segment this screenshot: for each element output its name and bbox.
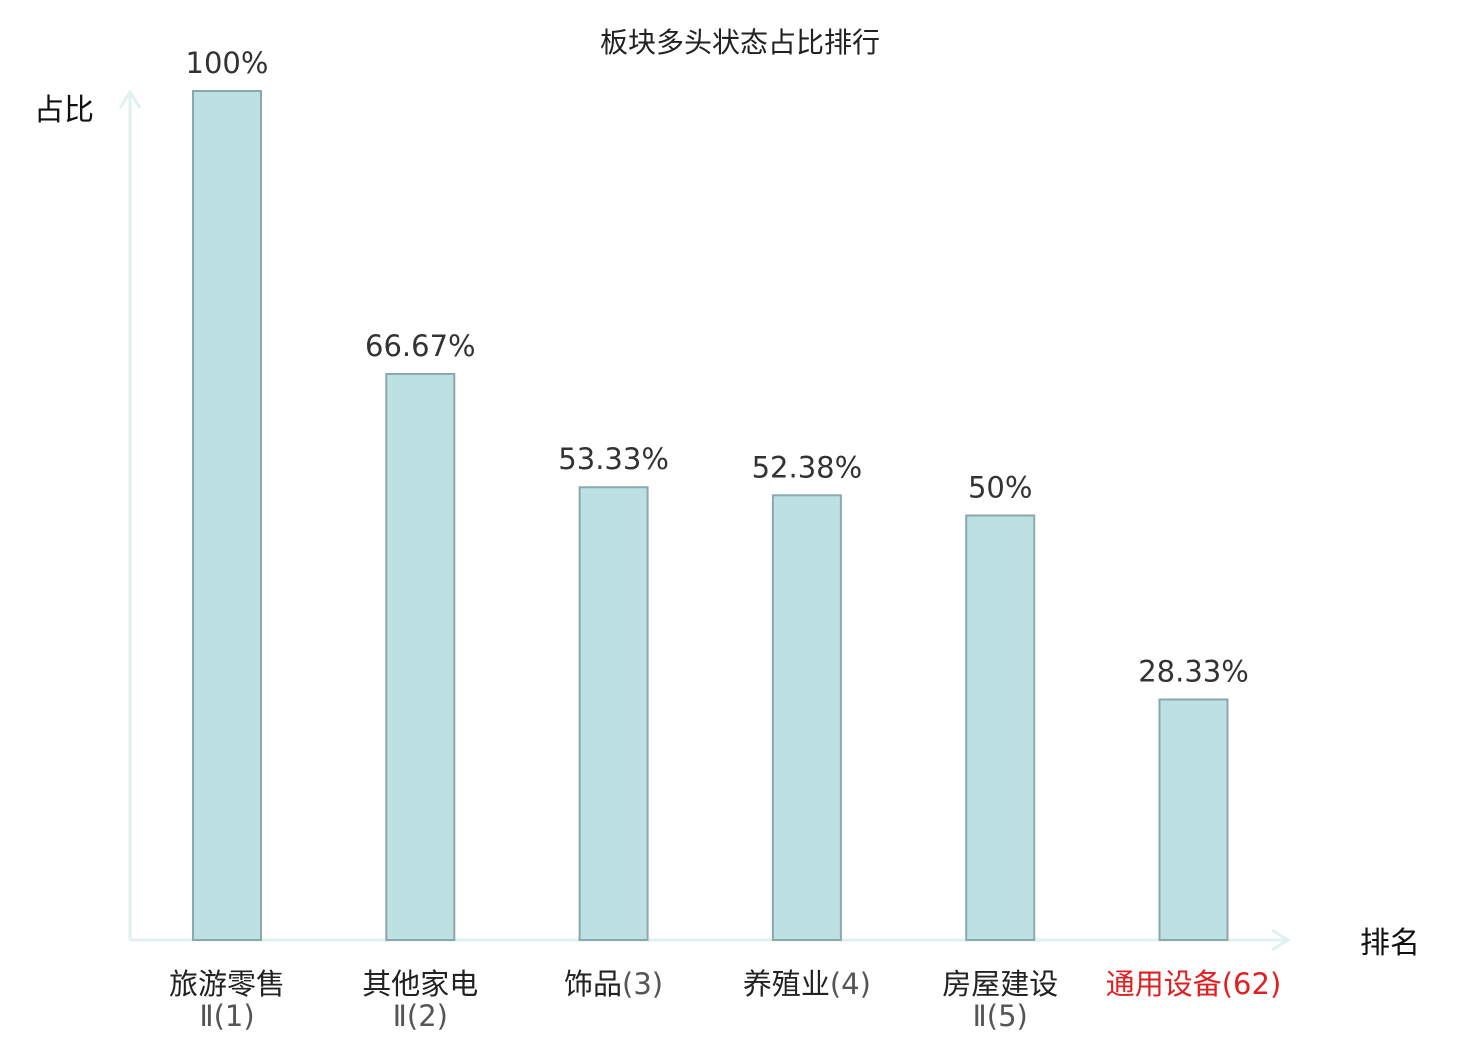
category-name-6: 通用设备: [1106, 967, 1222, 1001]
category-rank-2: Ⅱ(2): [393, 999, 448, 1033]
y-axis-arrow-icon: [118, 89, 142, 109]
bar-1: [192, 90, 262, 941]
value-label-3: 53.33%: [558, 442, 669, 476]
bar-6: [1158, 698, 1229, 941]
bar-4: [771, 494, 842, 941]
category-rank-6: (62): [1222, 967, 1282, 1001]
category-rank-3: (3): [622, 967, 663, 1001]
category-label-4: 养殖业(4): [743, 967, 871, 1001]
category-name-5: 房屋建设: [942, 967, 1058, 1001]
category-label-3: 饰品(3): [564, 967, 663, 1001]
bar-3: [578, 486, 649, 941]
bar-2: [385, 372, 456, 942]
x-axis-label: 排名: [1360, 926, 1420, 961]
category-name-4: 养殖业: [743, 967, 830, 1001]
category-rank-4: (4): [830, 967, 871, 1001]
y-axis-label: 占比: [34, 93, 94, 128]
category-label-6: 通用设备(62): [1106, 967, 1282, 1001]
bars-group: 100% 旅游零售 Ⅱ(1) 66.67% 其他家电 Ⅱ(2) 53.33% 饰品(3) 52.…: [169, 46, 1281, 1033]
x-axis-arrow-icon: [1271, 928, 1291, 952]
value-label-5: 50%: [968, 471, 1032, 505]
category-rank-5: Ⅱ(5): [973, 999, 1028, 1033]
category-name-3: 饰品: [564, 967, 622, 1001]
chart-title: 板块多头状态占比排行: [600, 26, 880, 59]
value-label-2: 66.67%: [365, 329, 476, 363]
value-label-1: 100%: [186, 46, 269, 80]
axes: [118, 89, 1291, 952]
value-label-4: 52.38%: [752, 450, 863, 484]
value-label-6: 28.33%: [1138, 654, 1249, 688]
category-name-2: 其他家电: [362, 967, 478, 1001]
bar-5: [965, 514, 1036, 941]
category-rank-1: Ⅱ(1): [199, 999, 254, 1033]
category-label-1: 旅游零售 Ⅱ(1): [169, 967, 285, 1033]
category-name-1: 旅游零售: [169, 967, 285, 1001]
category-label-2: 其他家电 Ⅱ(2): [362, 967, 478, 1033]
category-label-5: 房屋建设 Ⅱ(5): [942, 967, 1058, 1033]
